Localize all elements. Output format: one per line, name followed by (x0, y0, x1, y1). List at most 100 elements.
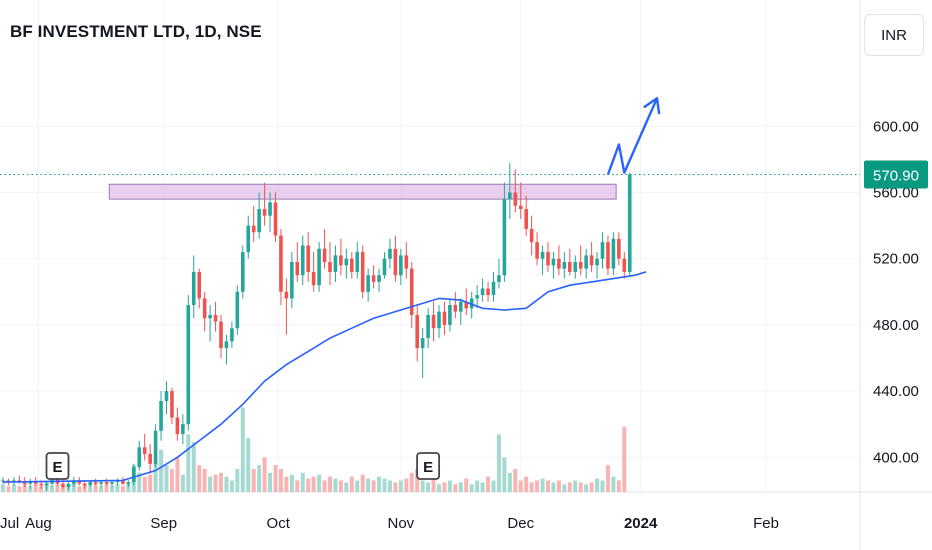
candle (328, 242, 332, 286)
candle-body (568, 262, 572, 272)
candle-body (442, 311, 447, 325)
volume-bar (567, 482, 572, 492)
candle (551, 252, 556, 279)
candle-body (606, 242, 610, 269)
volume-bar (480, 482, 485, 492)
candle (99, 480, 103, 488)
projection-arrow (606, 97, 659, 175)
volume-bar (6, 486, 11, 492)
volume-bar (556, 480, 561, 492)
volume-bar (115, 484, 120, 492)
volume-bar (159, 449, 164, 492)
resistance-zone (108, 183, 617, 200)
candle (170, 387, 174, 425)
volume-bar (175, 457, 180, 492)
candle (393, 235, 398, 282)
earnings-marker-box (416, 452, 441, 480)
x-tick-label: Dec (507, 515, 534, 532)
candle-body (273, 202, 278, 236)
volume-bar (458, 482, 463, 492)
candle-body (224, 341, 229, 349)
candle-body (529, 228, 534, 243)
candle (126, 480, 131, 488)
candle (448, 298, 452, 332)
candle (230, 321, 234, 349)
volume-bar (208, 476, 213, 492)
volume-bar (377, 476, 382, 492)
candle-body (360, 252, 365, 292)
volume-bar (437, 484, 441, 492)
candle-body (191, 271, 196, 306)
candle (589, 242, 594, 272)
candle (431, 301, 436, 342)
currency-button[interactable]: INR (864, 14, 924, 56)
current-price-label: 570.90 (873, 167, 919, 184)
volume-bar (513, 468, 518, 492)
earnings-marker: E (416, 452, 441, 480)
candle-body (366, 275, 370, 292)
candle-body (573, 262, 578, 272)
candle-body (355, 252, 360, 272)
earnings-marker: E (45, 452, 70, 480)
y-tick-label: 600.00 (873, 118, 919, 135)
volume-bar (595, 478, 600, 492)
candle-body (393, 248, 398, 276)
candle (377, 268, 381, 292)
candle (306, 232, 310, 282)
candle-body (344, 258, 349, 266)
candle-body (82, 483, 87, 486)
candle (404, 242, 409, 279)
candle-body (350, 258, 354, 272)
candle-body (399, 255, 403, 276)
candle (28, 478, 33, 489)
candle (540, 245, 545, 276)
volume-bar (546, 480, 550, 492)
volume-bar (219, 472, 223, 492)
volume-bar (213, 474, 218, 492)
candle-body (170, 391, 174, 418)
volume-bar (251, 468, 256, 492)
x-tick-label: Nov (388, 515, 415, 532)
candle (502, 182, 507, 282)
volume-bar (93, 484, 98, 492)
candle (606, 235, 610, 276)
volume-bar (289, 474, 294, 492)
candle-body (426, 314, 430, 339)
candle-body (409, 268, 414, 315)
volume-bar (415, 468, 420, 492)
candle (382, 252, 387, 279)
volume-bar (164, 465, 169, 492)
candle-body (110, 482, 114, 484)
volume-bar (142, 476, 147, 492)
volume-bar (387, 480, 392, 492)
candle-body (333, 255, 338, 272)
volume-bar (524, 476, 529, 492)
candle (219, 314, 223, 358)
x-axis[interactable]: Jul Aug Sep Oct Nov Dec 2024 Feb (0, 515, 779, 532)
candle-body (121, 480, 125, 484)
candle (399, 248, 403, 286)
candle-body (382, 258, 387, 276)
y-axis[interactable]: 400.00 440.00 480.00 520.00 560.00 600.00 570.… (864, 118, 928, 466)
candle-body (431, 314, 436, 329)
volume-bar (300, 472, 305, 492)
candle (453, 291, 458, 319)
volume-bar (99, 486, 104, 492)
candle (164, 381, 169, 415)
candle (246, 215, 251, 259)
candle (137, 440, 142, 471)
volume-bar (409, 472, 414, 492)
volume-bar (605, 465, 610, 492)
volume-bar (88, 486, 93, 492)
volume-bar (153, 461, 158, 492)
volume-bar (104, 484, 109, 492)
candle-body (126, 482, 131, 484)
volume-bar (137, 472, 142, 492)
chart-title: BF INVESTMENT LTD, 1D, NSE (10, 22, 262, 41)
volume-bar (355, 480, 360, 492)
volume-bar (600, 480, 605, 492)
volume-bar (186, 434, 191, 492)
x-tick-label: Oct (267, 515, 291, 532)
candle-body (257, 209, 261, 233)
